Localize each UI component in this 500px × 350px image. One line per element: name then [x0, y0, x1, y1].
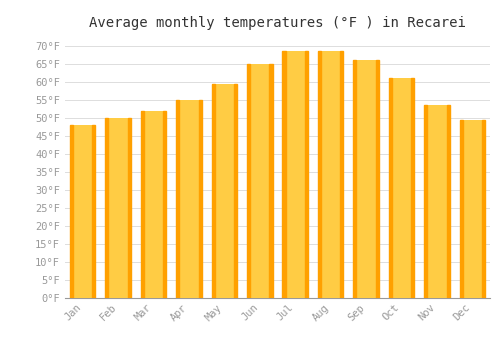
Bar	[247, 64, 272, 298]
Bar	[482, 119, 485, 298]
Bar	[163, 111, 166, 298]
Bar	[141, 111, 167, 298]
Bar	[198, 100, 202, 297]
Bar	[282, 51, 308, 298]
Bar	[460, 119, 485, 298]
Bar	[247, 64, 250, 298]
Bar	[305, 51, 308, 298]
Bar	[388, 78, 414, 298]
Bar	[354, 60, 379, 298]
Bar	[318, 51, 344, 298]
Bar	[128, 118, 131, 298]
Bar	[212, 84, 237, 298]
Bar	[388, 78, 392, 298]
Bar	[141, 111, 144, 298]
Bar	[446, 105, 450, 298]
Bar	[424, 105, 450, 298]
Bar	[70, 125, 73, 298]
Bar	[411, 78, 414, 298]
Bar	[318, 51, 321, 298]
Bar	[282, 51, 286, 298]
Bar	[376, 60, 379, 298]
Bar	[424, 105, 427, 298]
Title: Average monthly temperatures (°F ) in Recarei: Average monthly temperatures (°F ) in Re…	[89, 16, 466, 30]
Bar	[212, 84, 214, 298]
Bar	[106, 118, 131, 298]
Bar	[270, 64, 272, 298]
Bar	[92, 125, 96, 298]
Bar	[176, 100, 180, 297]
Bar	[106, 118, 108, 298]
Bar	[234, 84, 237, 298]
Bar	[176, 100, 202, 297]
Bar	[460, 119, 462, 298]
Bar	[340, 51, 344, 298]
Bar	[354, 60, 356, 298]
Bar	[70, 125, 96, 298]
